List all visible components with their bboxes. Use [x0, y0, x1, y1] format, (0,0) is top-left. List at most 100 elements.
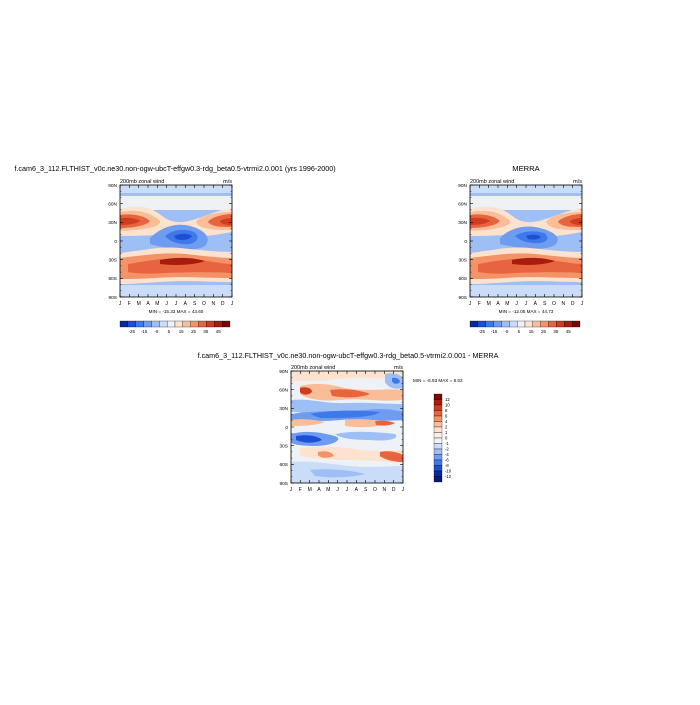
panel1-xtick-label: M: [155, 301, 159, 307]
panel3-colorbar-swatch: [433, 443, 443, 450]
panel3-nh-warm-max: [300, 387, 312, 395]
panel2-xtick-label: F: [478, 301, 481, 307]
panel2-colorbar-swatch: [564, 320, 573, 328]
panel3-colorbar-label: -8: [445, 463, 449, 468]
panel3-xtick-label: J: [402, 487, 405, 493]
panel1-colorbar-label: 45: [216, 329, 221, 334]
panel1-colorbar-label: -15: [141, 329, 148, 334]
panel2-colorbar-swatch: [532, 320, 541, 328]
panel1-units: m/s: [223, 179, 232, 185]
panel1-colorbar-swatch: [174, 320, 184, 328]
panel1-colorbar-label: 15: [179, 329, 184, 334]
panel1-colorbar-label: 25: [191, 329, 196, 334]
panel2-xtick-label: N: [562, 301, 566, 307]
panel3-colorbar-label: -6: [445, 458, 449, 463]
panel1-colorbar-label: 5: [168, 329, 171, 334]
panel2-colorbar-swatch: [469, 320, 479, 328]
panel3-colorbar-label: -1: [445, 441, 449, 446]
panel1-colorbar-swatch: [221, 320, 231, 328]
panel1-colorbar-swatch: [151, 320, 160, 328]
panel1-equatorial-max: [174, 233, 192, 240]
panel3-xtick-label: J: [346, 487, 349, 493]
panel3-colorbar-swatch: [433, 415, 443, 422]
panel3-colorbar-swatch: [433, 448, 443, 455]
panel2-band-nh-mid: [470, 196, 582, 210]
panel2-xtick-label: O: [552, 301, 556, 307]
panel2-units: m/s: [573, 179, 582, 185]
panel3-colorbar-swatch: [433, 470, 443, 477]
panel3-colorbar-swatch: [433, 476, 443, 483]
panel1-ytick-label: 60N: [108, 201, 117, 207]
panel2-xtick-label: A: [496, 301, 500, 307]
panel3-xtick-label: M: [308, 487, 312, 493]
panel2-xtick-label: J: [469, 301, 472, 307]
panel2-colorbar-swatch: [516, 320, 526, 328]
panel2-colorbar-swatch: [524, 320, 534, 328]
panel1-band-nh-edge: [120, 185, 232, 193]
panel1-xtick-label: J: [231, 301, 234, 307]
panel3-units: m/s: [394, 365, 403, 371]
panel2-ytick-label: 60S: [458, 276, 467, 282]
panel3-colorbar-label: -2: [445, 447, 449, 452]
panel3-xtick-label: M: [326, 487, 330, 493]
panel3-ytick-label: 90N: [279, 369, 288, 375]
panel1-xtick-label: J: [165, 301, 168, 307]
panel3-sh-warm: [300, 446, 403, 462]
panel3-colorbar-swatch: [433, 432, 443, 439]
panel1-colorbar-swatch: [198, 320, 207, 328]
panel1-sh-jet-core: [128, 258, 232, 274]
panel3-colorbar-swatch: [433, 437, 443, 444]
panel2-colorbar-swatch: [485, 320, 494, 328]
panel1-ytick-label: 0: [114, 239, 117, 245]
panel1-colorbar-swatch: [135, 320, 144, 328]
panel3-sh-band: [335, 431, 397, 441]
panel3-colorbar-swatch: [433, 426, 443, 433]
panel3-ytick-label: 30N: [279, 406, 288, 412]
panel3-sh-warm-core: [380, 451, 403, 462]
panel3-colorbar-swatch: [433, 454, 443, 461]
panel3-xtick-label: S: [364, 487, 368, 493]
panel3-colorbar-label: 12: [445, 397, 450, 402]
panel3-ytick-label: 60N: [279, 387, 288, 393]
panel1-colorbar-swatch: [206, 320, 215, 328]
panel2-sh-jet-core: [478, 258, 582, 274]
panel2-ytick-label: 90S: [458, 295, 467, 301]
panel1-xtick-label: O: [202, 301, 206, 307]
panel2-xtick-label: A: [534, 301, 538, 307]
panel1-plot: [120, 185, 232, 297]
panel3-colorbar-label: -10: [445, 469, 452, 474]
panel2-title: MERRA: [512, 164, 540, 173]
panel2-colorbar-label: -15: [491, 329, 498, 334]
panel1-colorbar-swatch: [159, 320, 168, 328]
panel2-colorbar-swatch: [556, 320, 565, 328]
panel3-title: f.cam6_3_112.FLTHIST_v0c.ne30.non-ogw-ub…: [198, 351, 499, 360]
panel1-xtick-label: J: [119, 301, 122, 307]
panel3-colorbar-label: 2: [445, 425, 448, 430]
panel3-colorbar-label: 1: [445, 430, 448, 435]
panel1-title: f.cam6_3_112.FLTHIST_v0c.ne30.non-ogw-ub…: [14, 164, 335, 173]
panel2-xtick-label: S: [543, 301, 547, 307]
panel2-colorbar-label: 45: [566, 329, 571, 334]
panel3-colorbar-swatch: [433, 410, 443, 417]
panel3-colorbar-label: 6: [445, 414, 448, 419]
panel1-ytick-label: 60S: [108, 276, 117, 282]
panel2-xtick-label: D: [571, 301, 575, 307]
panel1-subtitle: 200mb zonal wind: [120, 179, 164, 185]
panel2-colorbar-label: -25: [479, 329, 486, 334]
panel1-nh-jet-core: [120, 214, 232, 228]
panel1-nh-jet-max: [120, 217, 232, 225]
panel1-colorbar-swatch: [127, 320, 136, 328]
panel3-xtick-label: F: [299, 487, 302, 493]
panel1-colorbar-swatch: [190, 320, 199, 328]
panel3-colorbar-swatch: [433, 459, 443, 466]
panel3-ytick-label: 90S: [279, 481, 288, 487]
panel3-colorbar-swatch: [433, 421, 443, 428]
panel3-xtick-label: O: [373, 487, 377, 493]
panel3-xtick-label: A: [317, 487, 321, 493]
panel1-band-nh-mid: [120, 196, 232, 210]
panel3-xtick-label: J: [290, 487, 293, 493]
panel3-equator-warm-core: [375, 420, 395, 426]
panel2-colorbar-swatch: [477, 320, 486, 328]
